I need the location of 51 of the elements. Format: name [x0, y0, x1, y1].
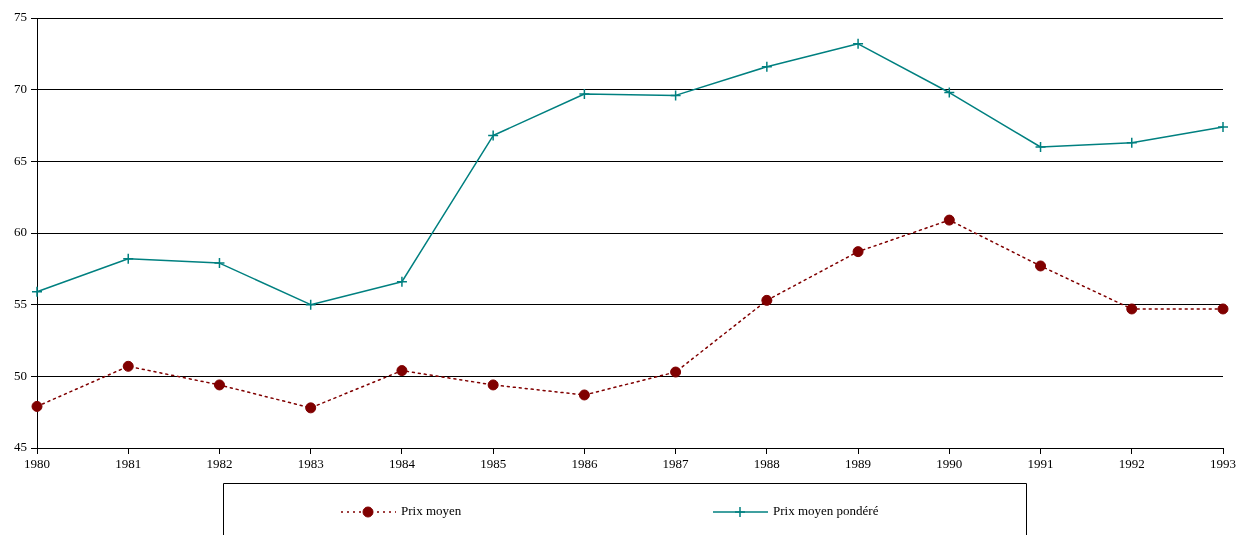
point [669, 89, 682, 102]
y-tick-label: 55 [14, 296, 27, 312]
x-tick-label: 1981 [115, 456, 142, 472]
point [305, 402, 317, 414]
x-tick-label: 1987 [662, 456, 690, 472]
point [396, 275, 408, 288]
x-tick-label: 1982 [206, 456, 233, 472]
point [1034, 141, 1047, 153]
point [31, 286, 43, 298]
point [943, 86, 956, 99]
x-tick-label: 1992 [1118, 456, 1145, 472]
point [578, 88, 591, 100]
x-tick-label: 1990 [936, 456, 963, 472]
y-tick-label: 65 [14, 152, 27, 168]
point [1126, 303, 1138, 315]
point [578, 389, 590, 401]
point [487, 129, 499, 142]
y-tick-label: 50 [14, 367, 27, 383]
x-tick-label: 1988 [753, 456, 780, 472]
legend-label: Prix moyen pondéré [773, 503, 879, 519]
y-tick-label: 45 [14, 439, 27, 455]
point [1126, 136, 1138, 149]
point [122, 360, 134, 372]
x-tick-label: 1993 [1210, 456, 1236, 472]
point [213, 379, 225, 391]
point [761, 294, 773, 306]
point [761, 60, 773, 73]
point [852, 246, 864, 258]
point [213, 257, 226, 269]
x-tick-label: 1980 [24, 456, 50, 472]
legend-label: Prix moyen [401, 503, 462, 519]
x-tick-label: 1986 [571, 456, 598, 472]
point [396, 365, 408, 377]
point [487, 379, 499, 391]
x-tick-label: 1989 [845, 456, 872, 472]
y-tick-label: 60 [14, 224, 27, 240]
point [1035, 260, 1047, 272]
point [304, 298, 317, 311]
y-tick-label: 75 [14, 9, 27, 25]
point [122, 253, 134, 265]
x-tick-label: 1983 [297, 456, 324, 472]
point [852, 38, 864, 50]
point [943, 214, 955, 226]
y-tick-label: 70 [14, 81, 27, 97]
point [31, 400, 43, 412]
point [1217, 121, 1229, 133]
point [1217, 303, 1229, 315]
point [670, 366, 682, 378]
x-tick-label: 1991 [1027, 456, 1054, 472]
x-tick-label: 1985 [480, 456, 507, 472]
x-tick-label: 1984 [388, 456, 416, 472]
